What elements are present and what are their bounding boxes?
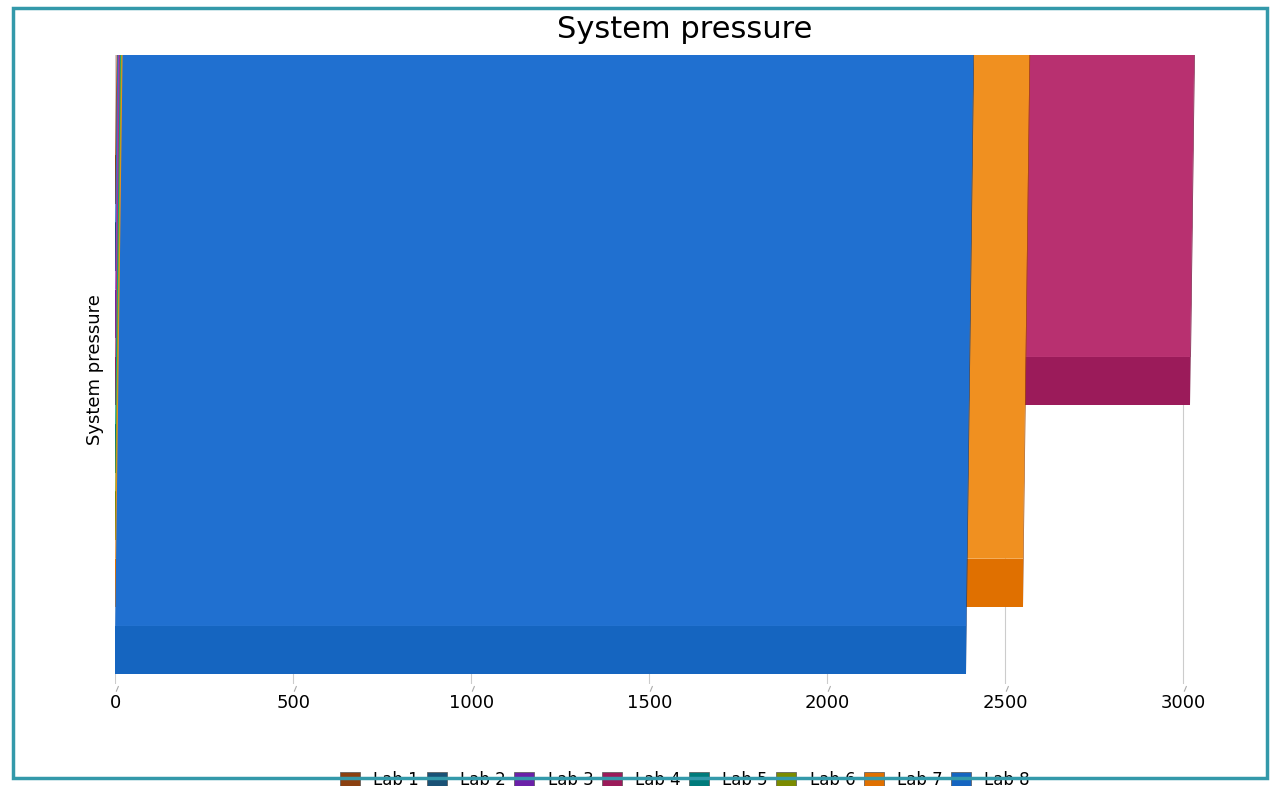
Bar (115, 424, 1012, 472)
Polygon shape (980, 0, 988, 540)
Polygon shape (115, 0, 1198, 357)
Polygon shape (115, 0, 984, 155)
Y-axis label: System pressure: System pressure (86, 294, 104, 445)
Polygon shape (115, 0, 1024, 290)
Bar (115, 222, 973, 271)
Bar (115, 357, 1190, 406)
Polygon shape (115, 0, 980, 222)
Polygon shape (1190, 0, 1198, 406)
Polygon shape (977, 0, 984, 204)
Polygon shape (115, 0, 988, 491)
Bar (115, 626, 966, 674)
Polygon shape (1016, 0, 1024, 338)
Polygon shape (115, 0, 1030, 559)
Polygon shape (115, 0, 1020, 424)
Polygon shape (973, 0, 980, 271)
Legend: Lab 1, Lab 2, Lab 3, Lab 4, Lab 5, Lab 6, Lab 7, Lab 8: Lab 1, Lab 2, Lab 3, Lab 4, Lab 5, Lab 6… (339, 770, 1030, 786)
Polygon shape (1023, 0, 1030, 607)
Polygon shape (115, 20, 974, 626)
Bar (115, 491, 980, 540)
Title: System pressure: System pressure (557, 16, 813, 44)
Polygon shape (966, 20, 974, 674)
Bar (115, 155, 977, 204)
Polygon shape (1012, 0, 1020, 472)
Bar (115, 559, 1023, 607)
Bar (115, 290, 1016, 338)
